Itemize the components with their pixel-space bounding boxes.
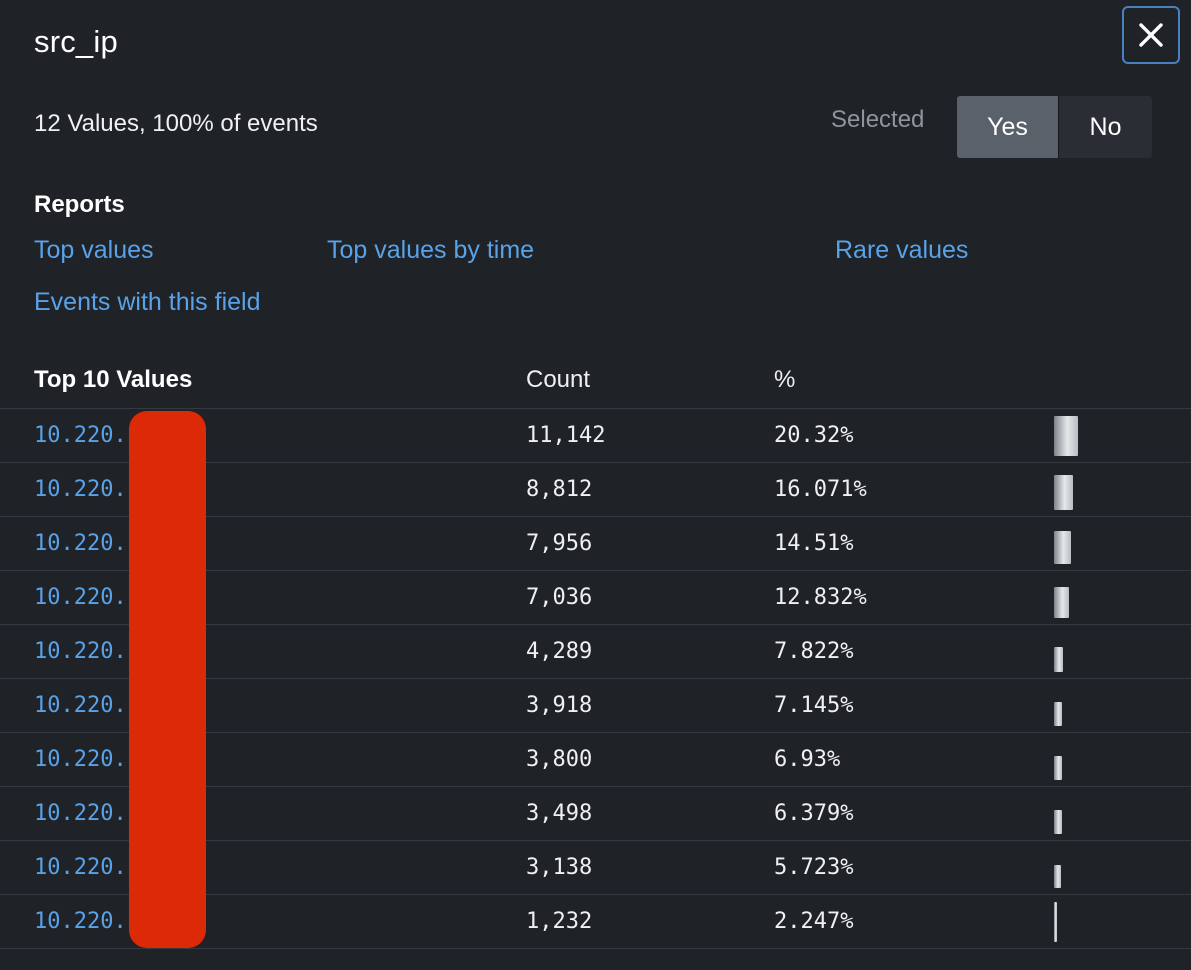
close-button[interactable] xyxy=(1122,6,1180,64)
percent-cell: 20.32% xyxy=(774,423,854,448)
percent-cell: 12.832% xyxy=(774,585,867,610)
value-link[interactable]: 10.220. xyxy=(34,855,127,880)
table-row: 10.220. 3,800 6.93% xyxy=(0,733,1191,787)
value-link[interactable]: 10.220. xyxy=(34,423,127,448)
value-link[interactable]: 10.220. xyxy=(34,585,127,610)
value-link[interactable]: 10.220. xyxy=(34,801,127,826)
table-row: 10.220. 7,956 14.51% xyxy=(0,517,1191,571)
value-link[interactable]: 10.220. xyxy=(34,477,127,502)
table-row: 10.220. 8,812 16.071% xyxy=(0,463,1191,517)
header-divider xyxy=(0,408,1191,409)
percent-cell: 16.071% xyxy=(774,477,867,502)
count-cell: 3,138 xyxy=(526,855,593,880)
selected-no-button[interactable]: No xyxy=(1058,96,1152,158)
column-header-count: Count xyxy=(526,366,591,393)
count-cell: 1,232 xyxy=(526,909,593,934)
count-cell: 7,036 xyxy=(526,585,593,610)
value-link[interactable]: 10.220. xyxy=(34,693,127,718)
column-header-percent: % xyxy=(774,366,796,393)
table-row: 10.220. 3,918 7.145% xyxy=(0,679,1191,733)
count-cell: 4,289 xyxy=(526,639,593,664)
percent-bar xyxy=(1054,902,1057,942)
percent-cell: 7.822% xyxy=(774,639,854,664)
percent-bar xyxy=(1054,587,1069,618)
table-row: 10.220. 3,498 6.379% xyxy=(0,787,1191,841)
percent-cell: 5.723% xyxy=(774,855,854,880)
count-cell: 3,498 xyxy=(526,801,593,826)
count-cell: 11,142 xyxy=(526,423,606,448)
value-link[interactable]: 10.220. xyxy=(34,747,127,772)
value-link[interactable]: 10.220. xyxy=(34,531,127,556)
percent-cell: 6.379% xyxy=(774,801,854,826)
percent-bar xyxy=(1054,865,1061,888)
percent-bar xyxy=(1054,531,1071,564)
percent-cell: 7.145% xyxy=(774,693,854,718)
events-with-this-field-link[interactable]: Events with this field xyxy=(34,288,261,316)
value-link[interactable]: 10.220. xyxy=(34,909,127,934)
table-row: 10.220. 11,142 20.32% xyxy=(0,409,1191,463)
close-icon xyxy=(1139,23,1163,47)
redaction-overlay xyxy=(129,411,206,948)
top-values-by-time-link[interactable]: Top values by time xyxy=(327,236,535,264)
count-cell: 7,956 xyxy=(526,531,593,556)
percent-bar xyxy=(1054,416,1078,456)
percent-bar xyxy=(1054,702,1062,726)
percent-bar xyxy=(1054,756,1062,780)
selected-label: Selected xyxy=(831,106,925,133)
rare-values-link[interactable]: Rare values xyxy=(835,236,969,264)
values-table: 10.220. 11,142 20.32% 10.220. 8,812 16.071% 10… xyxy=(0,409,1191,949)
reports-heading: Reports xyxy=(34,191,125,218)
table-row: 10.220. 7,036 12.832% xyxy=(0,571,1191,625)
table-row: 10.220. 4,289 7.822% xyxy=(0,625,1191,679)
percent-bar xyxy=(1054,810,1062,834)
value-link[interactable]: 10.220. xyxy=(34,639,127,664)
count-cell: 8,812 xyxy=(526,477,593,502)
top-values-link[interactable]: Top values xyxy=(34,236,154,264)
table-row: 10.220. 3,138 5.723% xyxy=(0,841,1191,895)
percent-cell: 14.51% xyxy=(774,531,854,556)
percent-cell: 2.247% xyxy=(774,909,854,934)
column-header-values: Top 10 Values xyxy=(34,366,193,393)
values-summary: 12 Values, 100% of events xyxy=(34,110,318,137)
selected-toggle: Yes No xyxy=(957,96,1152,158)
table-row: 10.220. 1,232 2.247% xyxy=(0,895,1191,949)
percent-cell: 6.93% xyxy=(774,747,841,772)
selected-yes-button[interactable]: Yes xyxy=(957,96,1058,158)
percent-bar xyxy=(1054,475,1073,510)
count-cell: 3,800 xyxy=(526,747,593,772)
field-title: src_ip xyxy=(34,24,118,59)
count-cell: 3,918 xyxy=(526,693,593,718)
percent-bar xyxy=(1054,647,1063,672)
